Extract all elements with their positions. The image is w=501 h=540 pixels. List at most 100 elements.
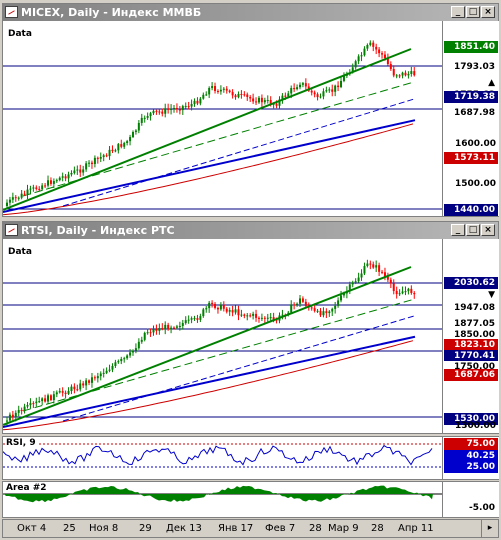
micex-candle-body	[134, 130, 137, 133]
rtsi-candle-body	[105, 370, 108, 373]
rtsi-price-plot[interactable]: Data	[3, 239, 442, 433]
micex-candle-body	[64, 176, 67, 179]
rsi-panel[interactable]: RSI, 9 75.00 40.25 25.00	[2, 436, 499, 480]
rtsi-candle-body	[184, 320, 187, 324]
micex-candle-body	[93, 157, 96, 165]
rtsi-candle-body	[6, 420, 8, 422]
rtsi-candle-body	[190, 318, 193, 320]
micex-price-tag: 1687.98	[444, 107, 498, 119]
micex-candle-body	[193, 100, 196, 105]
rtsi-candle-body	[375, 265, 378, 268]
micex-candle-body	[52, 181, 55, 184]
micex-candle-body	[170, 108, 173, 110]
rtsi-candle-body	[413, 293, 416, 295]
area-panel[interactable]: Area #2 -5.00	[2, 481, 499, 518]
micex-moving-average-line	[3, 123, 414, 216]
micex-candle-body	[158, 111, 161, 113]
rtsi-candle-body	[325, 311, 328, 314]
micex-candle-body	[299, 84, 301, 88]
rtsi-candle-body	[129, 352, 132, 356]
rtsi-candle-body	[32, 403, 35, 405]
scroll-right-button[interactable]: ▸	[481, 520, 498, 537]
rtsi-candle-body	[219, 304, 222, 310]
rtsi-candle-body	[17, 409, 20, 413]
rtsi-candle-body	[260, 317, 263, 319]
rtsi-candle-body	[96, 376, 99, 379]
rtsi-candle-body	[173, 327, 176, 329]
rtsi-candle-body	[64, 392, 67, 394]
rtsi-candle-body	[82, 383, 85, 386]
rtsi-moving-average-line	[3, 340, 414, 431]
micex-candle-body	[331, 89, 334, 92]
rtsi-candle-body	[26, 405, 29, 407]
rtsi-candle-body	[234, 309, 237, 313]
rtsi-candle-body	[257, 317, 260, 319]
micex-titlebar[interactable]: MICEX, Daily - Индекс ММВБ _ □ ×	[3, 4, 498, 21]
micex-candle-body	[29, 188, 32, 190]
rtsi-candle-body	[111, 365, 114, 370]
rtsi-candle-body	[41, 398, 44, 402]
rtsi-candle-body	[398, 293, 401, 295]
micex-candle-body	[225, 88, 228, 91]
rtsi-candle-body	[354, 281, 357, 283]
micex-price-plot[interactable]: Data	[3, 21, 442, 216]
area-svg	[3, 485, 442, 503]
rtsi-candle-body	[211, 302, 214, 304]
micex-candle-body	[222, 88, 225, 90]
micex-candle-body	[337, 85, 340, 88]
rtsi-candle-body	[143, 332, 146, 340]
date-tick-label: 29	[139, 523, 152, 534]
rtsi-price-tag: 1850.00	[444, 329, 498, 341]
close-button[interactable]: ×	[481, 6, 495, 18]
rtsi-candle-body	[35, 401, 38, 404]
rtsi-dashed-trendline	[62, 315, 416, 422]
rtsi-candle-body	[383, 272, 386, 277]
micex-candle-body	[278, 99, 281, 106]
rsi-price-tag: 40.25	[444, 450, 498, 462]
close-button[interactable]: ×	[481, 224, 495, 236]
rtsi-candle-body	[102, 372, 105, 374]
micex-candle-body	[20, 193, 23, 198]
micex-candle-body	[313, 92, 316, 95]
rtsi-candle-body	[313, 308, 316, 311]
date-tick-label: Окт 4	[17, 523, 47, 534]
micex-candle-body	[304, 83, 307, 87]
rtsi-titlebar[interactable]: RTSI, Daily - Индекс РТС _ □ ×	[3, 222, 498, 239]
rtsi-price-tag: 1687.06	[444, 369, 498, 381]
rtsi-candle-body	[310, 307, 313, 309]
rtsi-candle-body	[114, 362, 117, 366]
micex-candle-body	[395, 75, 398, 77]
micex-candle-body	[351, 67, 354, 73]
micex-candle-body	[240, 93, 243, 95]
rtsi-candle-body	[357, 277, 360, 282]
micex-candle-body	[23, 193, 26, 195]
rtsi-chart-window[interactable]: RTSI, Daily - Индекс РТС _ □ × Data 2030…	[2, 221, 499, 434]
rtsi-candle-body	[137, 341, 140, 349]
area-fill	[3, 485, 433, 503]
minimize-button[interactable]: _	[451, 224, 465, 236]
rtsi-candle-body	[44, 398, 47, 402]
micex-candle-body	[88, 162, 91, 164]
rtsi-candle-body	[149, 332, 152, 334]
micex-chart-window[interactable]: MICEX, Daily - Индекс ММВБ _ □ × Data 18…	[2, 3, 499, 217]
rtsi-candle-body	[410, 288, 413, 294]
micex-price-axis: 1851.40 1793.03 ▲ 1755.631719.38 1687.98 157…	[442, 21, 499, 216]
micex-candle-body	[319, 96, 322, 98]
micex-candle-body	[410, 71, 413, 74]
micex-candle-body	[237, 93, 240, 98]
rtsi-candle-body	[304, 301, 307, 307]
rtsi-uptrend-line	[3, 266, 412, 426]
micex-candle-body	[8, 199, 11, 203]
micex-candle-body	[41, 185, 44, 190]
rtsi-candle-body	[85, 380, 88, 386]
minimize-button[interactable]: _	[451, 6, 465, 18]
maximize-button[interactable]: □	[466, 6, 480, 18]
micex-candle-body	[381, 53, 384, 55]
micex-candle-body	[357, 56, 360, 62]
rtsi-candle-body	[272, 317, 275, 320]
rtsi-candle-body	[252, 313, 255, 316]
micex-candle-body	[61, 176, 64, 178]
rtsi-candle-body	[90, 377, 93, 383]
micex-candle-body	[167, 108, 170, 110]
maximize-button[interactable]: □	[466, 224, 480, 236]
